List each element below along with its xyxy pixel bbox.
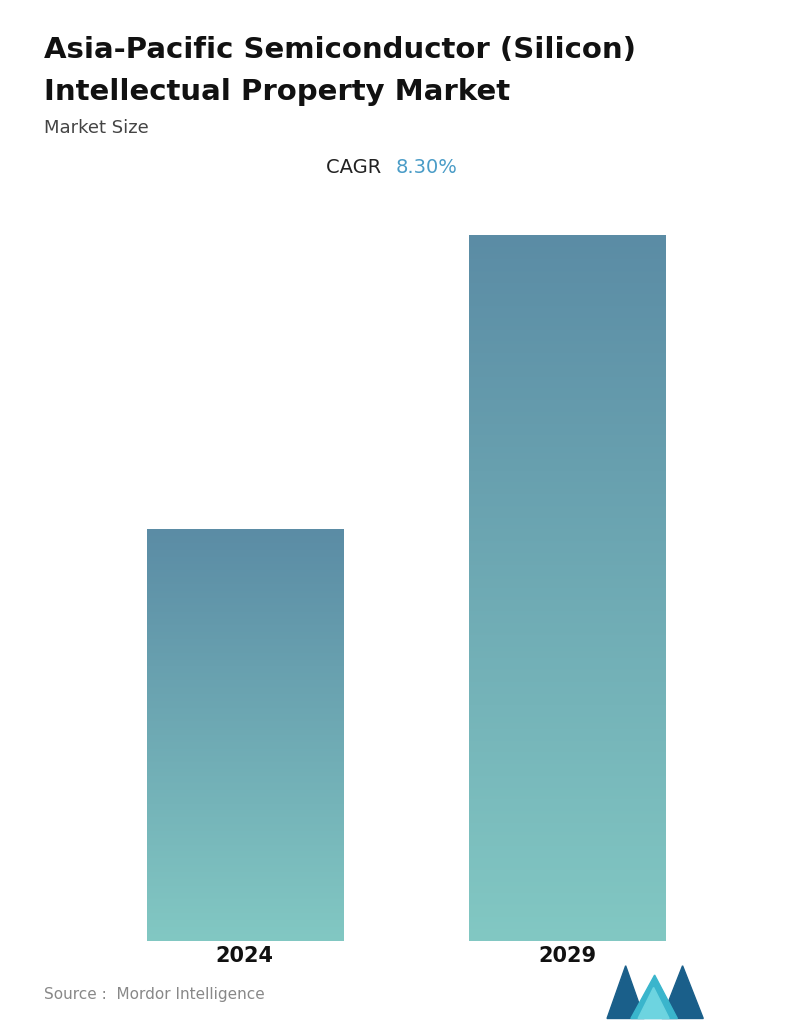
Text: Intellectual Property Market: Intellectual Property Market [44, 78, 510, 105]
Polygon shape [607, 966, 644, 1018]
Text: Source :  Mordor Intelligence: Source : Mordor Intelligence [44, 987, 264, 1002]
Polygon shape [631, 975, 677, 1018]
Text: Market Size: Market Size [44, 119, 149, 136]
Text: CAGR: CAGR [326, 158, 388, 177]
Polygon shape [662, 966, 704, 1018]
Polygon shape [638, 987, 669, 1018]
Text: Asia-Pacific Semiconductor (Silicon): Asia-Pacific Semiconductor (Silicon) [44, 36, 636, 64]
Text: 8.30%: 8.30% [396, 158, 458, 177]
